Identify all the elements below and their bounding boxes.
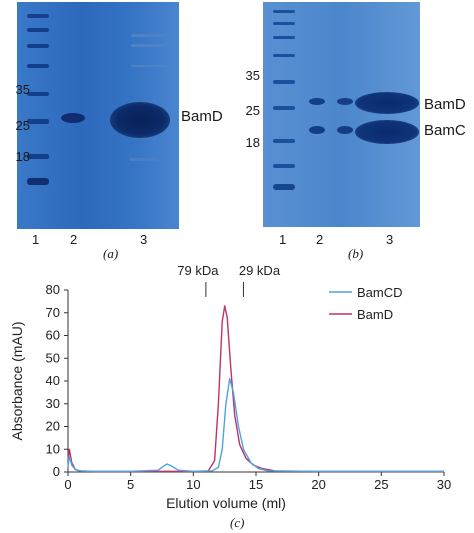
annotation-label: 79 kDa (177, 263, 219, 278)
x-tick-label: 25 (374, 477, 388, 492)
y-tick-label: 20 (46, 419, 60, 434)
faint-band (131, 44, 165, 47)
protein-band-lane2 (61, 113, 85, 123)
ladder-band (273, 36, 295, 39)
y-axis-title: Absorbance (mAU) (9, 321, 25, 440)
annotation-label: 29 kDa (239, 263, 281, 278)
ladder-band (27, 28, 49, 32)
x-tick-label: 0 (64, 477, 71, 492)
ladder-band (273, 80, 295, 84)
protein-band-lane3 (110, 102, 170, 138)
ladder-band (273, 54, 295, 57)
ladder-band (273, 164, 295, 168)
chromatogram-chart: 0 10 20 30 40 50 60 70 80 0 5 10 15 20 25 30 Elution vol… (9, 263, 451, 511)
ladder-band (273, 139, 295, 143)
mw-marker-25: 25 (15, 118, 30, 133)
bamd-band-lane2 (309, 98, 325, 105)
band-label-bamd: BamD (424, 96, 466, 113)
band-label-bamc: BamC (424, 122, 466, 139)
ladder-band (27, 44, 49, 48)
ladder-band (273, 106, 295, 110)
faint-band (131, 34, 165, 37)
mw-marker-35: 35 (245, 68, 260, 83)
lane-label-2: 2 (316, 232, 324, 247)
y-tick-label: 10 (46, 441, 60, 456)
y-tick-label: 30 (46, 396, 60, 411)
y-tick-label: 50 (46, 350, 60, 365)
x-tick-label: 10 (186, 477, 200, 492)
bamc-band-lane3 (355, 120, 419, 144)
series-line-bamcd (67, 377, 444, 473)
mw-marker-35: 35 (15, 82, 30, 97)
panel-caption-b: (b) (348, 246, 364, 261)
faint-band (129, 158, 159, 161)
lane-label-2: 2 (70, 232, 78, 247)
bamc-band-lane2 (309, 126, 325, 134)
mw-marker-25: 25 (245, 103, 260, 118)
mw-marker-18: 18 (245, 135, 260, 150)
lane-label-1: 1 (32, 232, 40, 247)
ladder-band (273, 184, 295, 190)
y-tick-label: 40 (46, 373, 60, 388)
band-label-bamd: BamD (181, 108, 223, 125)
ladder-band (27, 14, 49, 18)
lane-label-3: 3 (140, 232, 148, 247)
x-tick-label: 30 (437, 477, 451, 492)
panel-caption-c: (c) (230, 515, 245, 530)
bamc-band-lane2b (337, 126, 353, 134)
legend-label-bamd: BamD (357, 307, 393, 322)
gel-image-b (263, 2, 420, 227)
legend-label-bamcd: BamCD (357, 285, 403, 300)
ladder-band (27, 178, 49, 185)
y-tick-label: 60 (46, 328, 60, 343)
ladder-band (27, 119, 49, 124)
ladder-band (273, 22, 295, 25)
ladder-band (27, 154, 49, 159)
ladder-band (273, 10, 295, 13)
x-tick-label: 5 (127, 477, 134, 492)
mw-marker-18: 18 (15, 149, 30, 164)
gel-image-a (17, 2, 179, 229)
x-tick-label: 20 (311, 477, 325, 492)
bamd-band-lane3 (355, 92, 419, 114)
y-tick-label: 70 (46, 305, 60, 320)
series-line-bamd (67, 305, 444, 473)
bamd-band-lane2b (337, 98, 353, 105)
ladder-band (27, 64, 49, 68)
y-tick-label: 0 (53, 464, 60, 479)
ladder-band (27, 92, 49, 96)
lane-label-3: 3 (386, 232, 394, 247)
x-axis-title: Elution volume (ml) (166, 495, 286, 511)
lane-label-1: 1 (279, 232, 287, 247)
x-tick-label: 15 (249, 477, 263, 492)
panel-caption-a: (a) (103, 246, 119, 261)
y-tick-label: 80 (46, 282, 60, 297)
faint-band (131, 65, 165, 67)
